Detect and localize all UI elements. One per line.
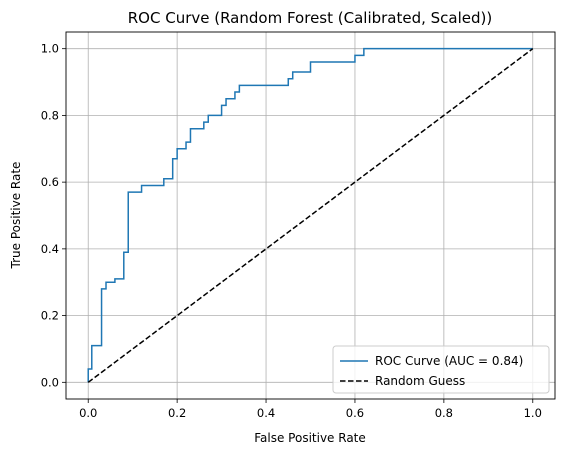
y-axis-label: True Positive Rate [9, 162, 23, 270]
x-tick-label: 0.2 [168, 406, 186, 420]
x-tick-label: 0.8 [435, 406, 453, 420]
x-tick-label: 0.0 [79, 406, 97, 420]
roc-curve-line [87, 47, 533, 383]
y-tick-label: 0.8 [41, 108, 59, 122]
y-tick-label: 0.4 [41, 242, 59, 256]
x-tick-label: 0.4 [257, 406, 275, 420]
chart-title: ROC Curve (Random Forest (Calibrated, Sc… [128, 9, 493, 27]
x-tick-label: 0.6 [346, 406, 364, 420]
y-tick-label: 0.2 [41, 309, 59, 323]
ticks: 0.0 0.2 0.4 0.6 0.8 1.0 0.0 0.2 0.4 0.6 0.8 1.0 [41, 42, 542, 420]
x-tick-label: 1.0 [524, 406, 542, 420]
x-axis-label: False Positive Rate [254, 431, 366, 445]
legend-box [332, 345, 550, 394]
series-layer [87, 47, 534, 383]
y-tick-label: 0.0 [41, 375, 59, 389]
legend: ROC Curve (AUC = 0.84) Random Guess [332, 345, 550, 394]
y-tick-label: 1.0 [41, 42, 59, 56]
legend-label-random: Random Guess [375, 374, 465, 388]
plot-frame [65, 31, 556, 400]
random-guess-line [87, 48, 534, 383]
legend-label-roc: ROC Curve (AUC = 0.84) [375, 354, 523, 368]
y-tick-label: 0.6 [41, 175, 59, 189]
grid [66, 32, 555, 399]
